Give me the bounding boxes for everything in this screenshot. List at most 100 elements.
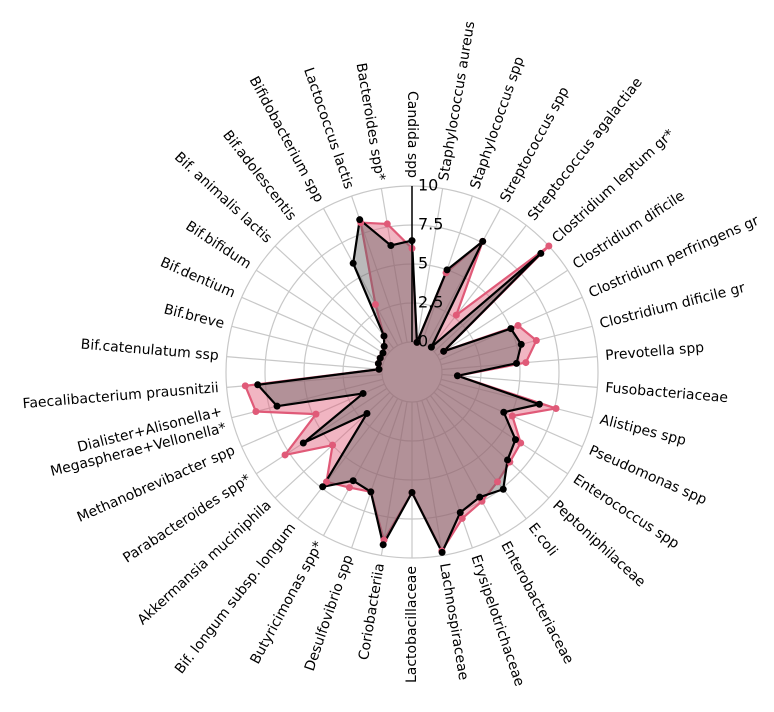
data-point	[517, 439, 525, 447]
spoke	[425, 208, 502, 346]
category-label: Lactobacillaceae	[404, 566, 420, 683]
spoke	[231, 325, 384, 366]
data-point	[329, 441, 337, 449]
data-point	[375, 365, 383, 373]
data-point	[379, 541, 387, 549]
data-point	[522, 359, 530, 367]
data-point	[254, 381, 262, 389]
category-label: Alistipes spp	[598, 412, 688, 449]
data-point	[380, 342, 388, 350]
data-point	[453, 372, 461, 380]
data-point	[281, 451, 289, 459]
data-point	[511, 436, 519, 444]
y-tick-label: 5	[418, 254, 428, 273]
data-point	[363, 409, 371, 417]
data-point	[438, 548, 446, 556]
data-point	[507, 325, 515, 333]
category-label: Prevotella spp	[605, 340, 705, 364]
data-point	[413, 338, 421, 346]
spoke	[440, 378, 593, 419]
data-point	[374, 359, 382, 367]
data-point	[383, 220, 391, 228]
spoke	[274, 245, 391, 353]
data-point	[456, 509, 464, 517]
data-point	[443, 266, 451, 274]
y-tick-label: 7.5	[418, 215, 443, 234]
y-tick-label: 2.5	[418, 293, 443, 312]
data-point	[408, 488, 416, 496]
data-point	[273, 402, 281, 410]
category-label: Fusobacteriaceae	[605, 380, 729, 406]
spoke	[351, 400, 403, 549]
data-point	[499, 485, 507, 493]
category-label: Bif.dentium	[158, 255, 238, 302]
data-point	[535, 400, 543, 408]
category-label: Lachnospiraceae	[436, 562, 471, 681]
spoke	[436, 269, 569, 357]
category-label: Bif.catenulatum ssp	[80, 337, 219, 364]
spoke	[429, 395, 527, 520]
data-point	[517, 340, 525, 348]
spoke	[433, 391, 550, 499]
data-point	[252, 408, 260, 416]
spoke	[255, 269, 388, 357]
data-point	[532, 337, 540, 345]
data-point	[500, 408, 508, 416]
data-point	[545, 242, 553, 250]
category-label: Clostridium leptum gr*	[549, 126, 677, 246]
spoke	[322, 208, 399, 346]
spoke	[416, 401, 444, 556]
data-point	[458, 514, 466, 522]
data-point	[349, 259, 357, 267]
spoke	[226, 356, 383, 371]
spoke	[255, 387, 388, 475]
y-tick-label: 10	[418, 176, 438, 195]
data-point	[356, 216, 364, 224]
spoke	[416, 188, 444, 343]
data-point	[504, 456, 512, 464]
data-point	[452, 311, 460, 319]
data-point	[476, 493, 484, 501]
spoke	[380, 401, 408, 556]
spoke	[380, 188, 408, 343]
data-point	[349, 477, 357, 485]
data-point	[514, 321, 522, 329]
data-point	[323, 478, 331, 486]
category-label: Coriobacteriia	[356, 562, 388, 661]
data-point	[508, 412, 516, 420]
data-point	[387, 241, 395, 249]
spoke	[297, 224, 395, 349]
data-point	[537, 249, 545, 257]
data-point	[345, 484, 353, 492]
data-point	[493, 478, 501, 486]
data-point	[359, 389, 367, 397]
spoke	[429, 224, 527, 349]
category-label: Staphylococcus aureus	[436, 20, 478, 182]
data-point	[241, 382, 249, 390]
y-tick-label: 0	[418, 332, 428, 351]
spoke	[425, 398, 502, 536]
data-point	[479, 237, 487, 245]
spoke	[421, 400, 473, 549]
spoke	[241, 296, 385, 361]
spoke	[441, 373, 598, 388]
data-point	[312, 410, 320, 418]
data-point	[367, 488, 375, 496]
category-label: E.coli	[525, 520, 561, 559]
category-label: Faecalibacterium prausnitzii	[22, 380, 219, 412]
data-point	[299, 439, 307, 447]
data-point	[379, 349, 387, 357]
spoke	[297, 395, 395, 520]
data-point	[427, 343, 435, 351]
category-label: Candida spp	[404, 91, 420, 178]
spoke	[436, 387, 569, 475]
data-point	[440, 347, 448, 355]
data-point	[319, 483, 327, 491]
data-point	[380, 332, 388, 340]
spoke	[440, 325, 593, 366]
spoke	[322, 398, 399, 536]
category-label: Bif.breve	[162, 301, 226, 332]
data-point	[552, 404, 560, 412]
category-label: Bacteroides spp*	[353, 62, 388, 182]
